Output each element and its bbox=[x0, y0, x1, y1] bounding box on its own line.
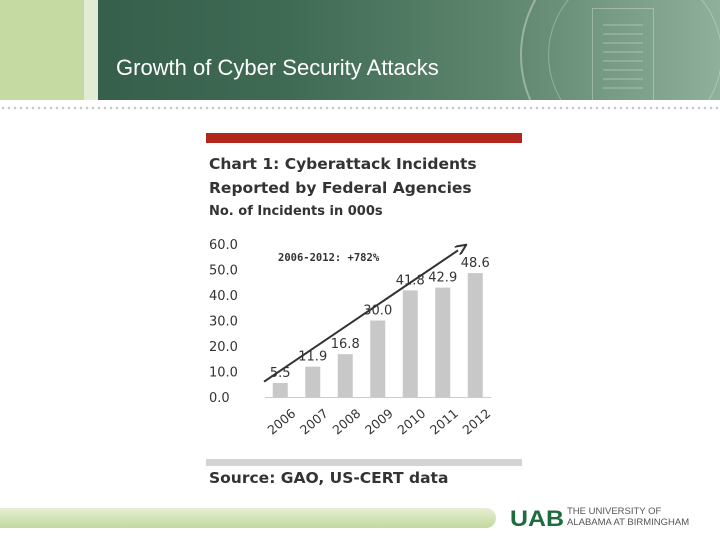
chart-bottom-bar bbox=[206, 459, 522, 466]
university-name: THE UNIVERSITY OF ALABAMA AT BIRMINGHAM bbox=[567, 506, 690, 528]
bar-value-label: 5.5 bbox=[270, 366, 291, 381]
x-tick-label: 2008 bbox=[329, 406, 363, 438]
dotted-divider bbox=[0, 106, 720, 110]
y-tick-label: 20.0 bbox=[209, 340, 238, 355]
bar bbox=[435, 287, 451, 397]
slide-title: Growth of Cyber Security Attacks bbox=[116, 55, 439, 80]
chart-top-bar bbox=[206, 133, 522, 143]
header-accent-stripe bbox=[0, 0, 84, 100]
header-banner: Growth of Cyber Security Attacks bbox=[0, 0, 720, 100]
y-tick-label: 40.0 bbox=[209, 289, 238, 304]
bar bbox=[402, 290, 418, 397]
bar-value-label: 11.9 bbox=[298, 350, 327, 365]
footer-bar bbox=[0, 508, 496, 528]
y-tick-label: 10.0 bbox=[209, 366, 238, 381]
y-tick-label: 30.0 bbox=[209, 315, 238, 330]
x-tick-label: 2011 bbox=[427, 406, 461, 438]
x-tick-label: 2010 bbox=[394, 406, 428, 438]
y-tick-label: 60.0 bbox=[209, 238, 238, 253]
chart-source: Source: GAO, US-CERT data bbox=[209, 469, 449, 487]
x-tick-label: 2006 bbox=[264, 406, 298, 438]
university-seal-ring bbox=[548, 0, 720, 100]
trend-arrow bbox=[263, 250, 458, 383]
university-seal-watermark bbox=[520, 0, 720, 100]
bar bbox=[305, 366, 321, 397]
y-tick-label: 0.0 bbox=[209, 391, 230, 406]
bar-chart: 0.0 10.0 20.0 30.0 40.0 50.0 60.0 5.5 2006 11.9 20… bbox=[209, 238, 493, 438]
trend-annotation: 2006-2012: +782% bbox=[278, 252, 380, 264]
x-tick-label: 2007 bbox=[297, 406, 331, 438]
seal-building-icon bbox=[592, 8, 654, 100]
bar bbox=[272, 382, 288, 397]
chart-image: Chart 1: Cyberattack Incidents Reported … bbox=[206, 133, 522, 491]
bar-value-label: 30.0 bbox=[363, 304, 392, 319]
bar bbox=[337, 354, 353, 397]
bar-value-label: 42.9 bbox=[428, 271, 457, 286]
bar bbox=[370, 320, 386, 397]
bar bbox=[467, 273, 483, 397]
chart-subtitle: No. of Incidents in 000s bbox=[209, 204, 383, 219]
bar-value-label: 16.8 bbox=[331, 337, 360, 352]
y-tick-label: 50.0 bbox=[209, 264, 238, 279]
bar-value-label: 48.6 bbox=[461, 256, 490, 271]
x-tick-label: 2012 bbox=[459, 406, 493, 438]
chart-title: Chart 1: Cyberattack Incidents Reported … bbox=[209, 155, 477, 197]
uab-logo: UAB bbox=[510, 508, 564, 528]
x-tick-label: 2009 bbox=[362, 406, 396, 438]
header-accent-stripe-light bbox=[84, 0, 98, 100]
svg-text:UAB: UAB bbox=[510, 508, 564, 528]
